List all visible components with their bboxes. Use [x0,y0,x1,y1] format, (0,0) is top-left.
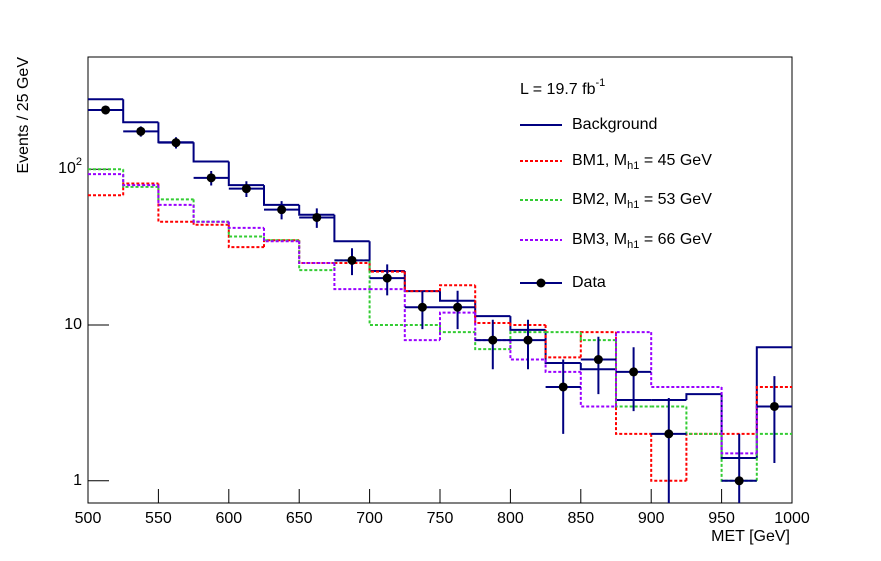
histogram-step [227,221,264,229]
histogram-step [122,182,159,196]
histogram-step [333,262,370,291]
x-tick-label: 750 [427,510,454,527]
histogram-step [544,359,581,373]
x-tick-label: 900 [638,510,665,527]
x-tick-label: 1000 [774,510,810,527]
histogram-step [615,331,652,407]
data-point [417,302,427,312]
data-point [488,335,498,345]
x-tick-label: 550 [145,510,172,527]
data-point [206,173,216,183]
data-point [136,126,146,136]
histogram-step [579,371,616,408]
histogram-step [650,433,687,482]
data-point [453,302,463,312]
histogram-step [509,322,546,326]
histogram-step [579,332,616,342]
histogram-step [192,142,229,163]
histogram-step [509,316,546,331]
x-axis-label: MET [GeV] [711,528,790,545]
histogram-step [509,331,546,350]
data-point [593,355,603,365]
data-point [523,335,533,345]
data-point [171,138,181,148]
histogram-step [403,289,440,342]
legend-label: Data [572,274,606,291]
y-axis-label: Events / 25 GeV [15,57,32,174]
data-point [347,255,357,265]
x-tick-label: 600 [215,510,242,527]
data-point [312,212,322,222]
y-tick-label: 1 [73,472,82,489]
luminosity-annotation: L = 19.7 fb-1​ [520,77,605,98]
data-point [734,476,744,486]
histogram-step [333,214,370,243]
histogram-step [157,186,194,201]
histogram-step [720,386,757,455]
y-tick-label: 10 [64,316,82,333]
data-point [382,273,392,283]
histogram-step [157,185,194,206]
x-tick-label: 500 [75,510,102,527]
legend-marker [536,278,546,288]
histogram-step [439,284,476,292]
histogram-step [579,363,616,371]
data-point [241,184,251,194]
histogram-step [439,291,476,302]
y-tick-label: 102​ [58,156,82,177]
x-tick-label: 700 [356,510,383,527]
data-point [664,429,674,439]
data-point [101,105,111,115]
histogram-step [720,394,757,460]
data-point [277,205,287,215]
histogram-step [192,221,229,226]
x-tick-label: 950 [708,510,735,527]
data-point [558,382,568,392]
histogram-step [298,204,335,216]
histogram-step [368,260,405,326]
x-tick-label: 650 [286,510,313,527]
histogram-step [615,332,652,435]
x-tick-label: 850 [567,510,594,527]
legend-label: Background [572,116,657,133]
data-point [769,401,779,411]
histogram-step [122,174,159,187]
histogram-step [122,99,159,124]
histogram-step [439,311,476,341]
histogram-step [263,185,300,206]
histogram-step [263,227,300,243]
histogram-step [755,432,792,481]
histogram-step [544,324,581,359]
legend-label: BM3, Mh1​ = 66 GeV [572,231,712,251]
histogram-step [298,241,335,264]
legend-label: BM2, Mh1​ = 53 GeV [572,191,712,211]
histogram-step [685,393,722,400]
histogram-step [227,161,264,187]
data-point [629,367,639,377]
histogram-step [192,204,229,223]
x-tick-label: 800 [497,510,524,527]
legend-label: BM1, Mh1​ = 45 GeV [572,152,712,172]
histogram-step [509,340,546,361]
